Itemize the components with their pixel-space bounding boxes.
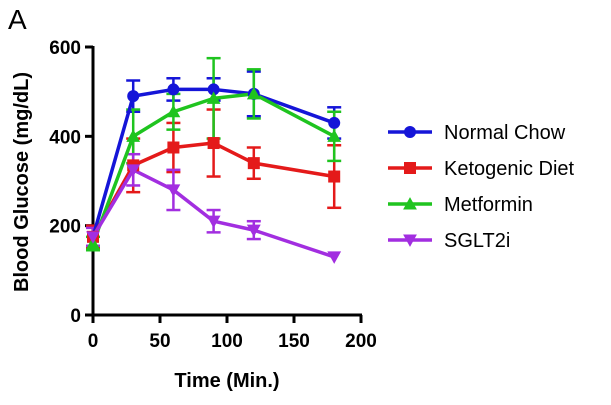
series-line-sglt2i — [91, 168, 335, 259]
series-line-metformin — [91, 92, 336, 245]
data-point-metformin — [166, 104, 181, 118]
series-markers — [86, 83, 342, 264]
data-point-sglt2i — [246, 224, 261, 238]
y-tick-label: 600 — [49, 38, 81, 59]
x-tick-label: 200 — [345, 331, 377, 352]
series-lines — [91, 87, 336, 259]
legend-marker-metformin — [403, 197, 417, 210]
data-point-normal-chow — [167, 83, 180, 96]
legend-marker-sglt2i — [403, 234, 417, 247]
data-point-sglt2i — [126, 164, 141, 177]
data-point-metformin — [327, 129, 342, 142]
y-tick-label: 200 — [49, 217, 81, 238]
x-tick-label: 100 — [211, 331, 243, 352]
data-point-normal-chow — [207, 83, 220, 96]
data-point-normal-chow — [127, 90, 140, 103]
series-line-normal-chow — [91, 87, 335, 238]
x-tick-label: 50 — [149, 331, 170, 352]
data-point-sglt2i — [327, 251, 342, 264]
data-point-sglt2i — [166, 184, 181, 197]
legend-label-sglt2i: SGLT2i — [444, 230, 510, 252]
axes — [85, 45, 363, 323]
legend-marker-normal-chow — [404, 126, 416, 138]
data-point-sglt2i — [206, 215, 221, 229]
x-tick-label: 150 — [278, 331, 310, 352]
data-point-ketogenic-diet — [247, 157, 260, 170]
legend-label-metformin: Metformin — [444, 194, 533, 216]
panel-label: A — [8, 4, 27, 35]
data-point-sglt2i — [86, 231, 100, 244]
data-point-ketogenic-diet — [328, 170, 341, 183]
legend: Normal Chow Ketogenic Diet Metformin SGLT2i — [388, 122, 575, 252]
data-point-metformin — [206, 91, 221, 104]
x-tick-label: 0 — [88, 331, 99, 352]
data-point-ketogenic-diet — [207, 137, 220, 150]
tick-labels: 0 200 400 600 0 50 100 150 200 — [49, 38, 377, 352]
data-point-metformin — [126, 129, 141, 142]
data-point-metformin — [246, 87, 261, 100]
series-line-ketogenic-diet — [91, 141, 335, 238]
legend-label-ketogenic-diet: Ketogenic Diet — [444, 158, 575, 180]
data-point-normal-chow — [328, 116, 341, 129]
legend-label-normal-chow: Normal Chow — [444, 122, 566, 144]
y-axis-title: Blood Glucose (mg/dL) — [11, 72, 33, 292]
y-tick-label: 400 — [49, 127, 81, 148]
data-point-ketogenic-diet — [167, 141, 180, 154]
legend-marker-ketogenic-diet — [404, 162, 416, 174]
y-tick-label: 0 — [70, 306, 81, 327]
x-axis-title: Time (Min.) — [174, 370, 279, 392]
